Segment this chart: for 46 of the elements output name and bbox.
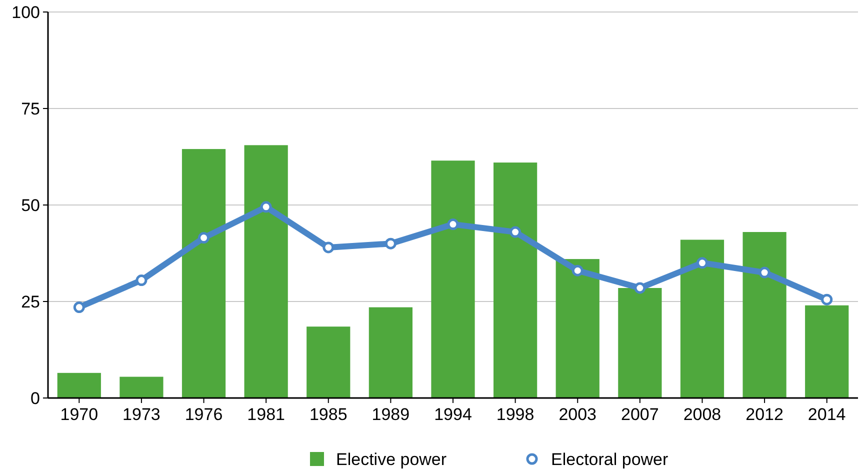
point — [384, 238, 396, 250]
bar — [57, 372, 101, 398]
point — [758, 266, 770, 278]
point — [821, 294, 833, 306]
x-tick-label: 2012 — [746, 405, 784, 424]
y-tick-label: 75 — [21, 99, 40, 118]
legend-label: Elective power — [336, 450, 447, 469]
point — [73, 302, 85, 314]
bar — [556, 259, 600, 398]
x-tick-label: 2008 — [683, 405, 722, 424]
x-tick-label: 1998 — [496, 405, 534, 424]
bar — [182, 149, 226, 398]
point — [322, 242, 334, 254]
x-tick-label: 1985 — [309, 405, 348, 424]
bar — [680, 240, 724, 398]
x-tick-label: 1989 — [372, 405, 410, 424]
x-tick-label: 2007 — [621, 405, 659, 424]
y-tick-label: 25 — [21, 292, 40, 312]
bar — [244, 145, 288, 398]
x-tick-label: 1973 — [122, 405, 160, 424]
legend-label: Electoral power — [551, 450, 669, 469]
bar — [306, 326, 350, 398]
x-tick-label: 1970 — [60, 405, 98, 424]
y-tick-label: 50 — [21, 196, 40, 215]
point — [198, 232, 210, 244]
bar — [618, 288, 662, 398]
bar — [120, 376, 164, 398]
point — [510, 226, 522, 238]
x-tick-label: 2014 — [808, 405, 846, 424]
bar — [494, 162, 538, 398]
x-tick-label: 1976 — [184, 405, 223, 424]
x-tick-label: 2003 — [558, 405, 597, 424]
point — [572, 264, 584, 276]
bar — [742, 232, 786, 398]
point — [634, 282, 646, 294]
point — [696, 257, 708, 269]
bar — [805, 305, 849, 398]
x-tick-label: 1981 — [247, 405, 285, 424]
x-tick-label: 1994 — [434, 405, 472, 424]
point — [447, 218, 459, 230]
bar — [431, 160, 475, 398]
point — [136, 274, 148, 286]
point — [260, 201, 272, 213]
y-tick-label: 0 — [30, 388, 40, 408]
y-tick-label: 100 — [12, 2, 40, 22]
bar — [368, 307, 412, 398]
